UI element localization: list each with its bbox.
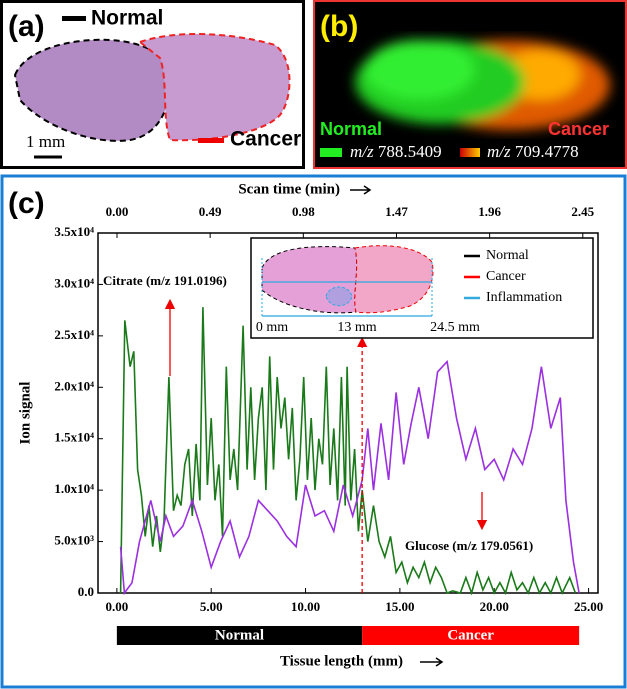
axis-arrow <box>420 657 444 667</box>
legend-label: Cancer <box>548 119 609 139</box>
inset-scale-label: 24.5 mm <box>430 320 480 335</box>
legend-label: Normal <box>91 7 163 30</box>
mz-value: 788.5409 <box>378 142 442 161</box>
mz-value: 709.4778 <box>515 142 579 161</box>
x2-tick-label: 1.96 <box>478 204 501 219</box>
y-axis-title: Ion signal <box>17 382 33 445</box>
inset-inflammation <box>325 286 353 307</box>
region-bar <box>116 626 363 645</box>
x2-tick-label: 1.47 <box>385 204 408 219</box>
inset-scale-label: 13 mm <box>337 320 376 335</box>
y-tick-label: 3.0x10⁴ <box>54 275 94 290</box>
series-line <box>119 307 577 596</box>
legend-label: Cancer <box>486 269 526 284</box>
ms-image <box>355 40 610 130</box>
region-label: Cancer <box>447 627 494 643</box>
y-tick-label: 5.0x10³ <box>54 533 94 548</box>
scale-label: 1 mm <box>26 132 65 151</box>
x2-axis-title: Scan time (min) <box>238 181 340 197</box>
y-tick-label: 1.0x10⁴ <box>54 481 94 496</box>
legend-swatch <box>460 148 480 157</box>
inset-cancer-tissue <box>354 245 434 314</box>
panel-label: (b) <box>320 10 358 43</box>
x-axis-title: Tissue length (mm) <box>280 653 403 669</box>
x-tick-label: 15.00 <box>385 599 414 614</box>
inset-scale-label: 0 mm <box>256 320 288 335</box>
legend-label: Cancer <box>230 128 301 151</box>
annotation: Glucose (m/z 179.0561) <box>405 538 533 553</box>
mz-prefix: m/z <box>487 142 511 161</box>
y-tick-label: 2.5x10⁴ <box>54 327 94 342</box>
plot: 0.0 5.0x10³ 1.0x10⁴ 1.5x10⁴ 2.0x10⁴ 2.5x10⁴ 3.… <box>54 204 603 645</box>
legend-label: Normal <box>320 119 382 139</box>
x-tick-label: 25.00 <box>574 599 603 614</box>
x2-tick-label: 0.00 <box>106 204 129 219</box>
mz-prefix: m/z <box>350 142 374 161</box>
series-line <box>119 359 580 596</box>
annotation: Citrate (m/z 191.0196) <box>103 273 227 288</box>
legend-label: Normal <box>486 248 529 263</box>
x-tick-label: 0.00 <box>105 599 128 614</box>
panel-label: (c) <box>8 187 45 220</box>
x-tick-label: 5.00 <box>200 599 223 614</box>
mz-label: m/z 709.4778 <box>487 142 579 161</box>
legend-swatch <box>198 138 224 143</box>
x-tick-label: 10.00 <box>291 599 320 614</box>
legend-swatch <box>62 16 86 21</box>
y-tick-label: 1.5x10⁴ <box>54 430 94 445</box>
inset: 0 mm 13 mm 24.5 mm Normal Cancer Inflammation <box>250 237 594 339</box>
x2-tick-label: 2.45 <box>571 204 594 219</box>
y-tick-label: 0.0 <box>78 584 94 599</box>
legend-swatch <box>320 148 342 157</box>
axis-arrow <box>350 185 372 195</box>
region-label: Normal <box>215 627 264 643</box>
panel-label: (a) <box>8 10 45 43</box>
y-tick-label: 2.0x10⁴ <box>54 378 94 393</box>
x2-tick-label: 0.49 <box>199 204 222 219</box>
x-tick-label: 20.00 <box>480 599 509 614</box>
plot-frame <box>97 232 599 594</box>
x2-tick-label: 0.98 <box>292 204 315 219</box>
legend-label: Inflammation <box>486 290 562 305</box>
region-bar <box>362 626 580 645</box>
y-tick-label: 3.5x10⁴ <box>54 224 94 239</box>
mz-label: m/z 788.5409 <box>350 142 442 161</box>
cancer-tissue <box>137 33 291 142</box>
